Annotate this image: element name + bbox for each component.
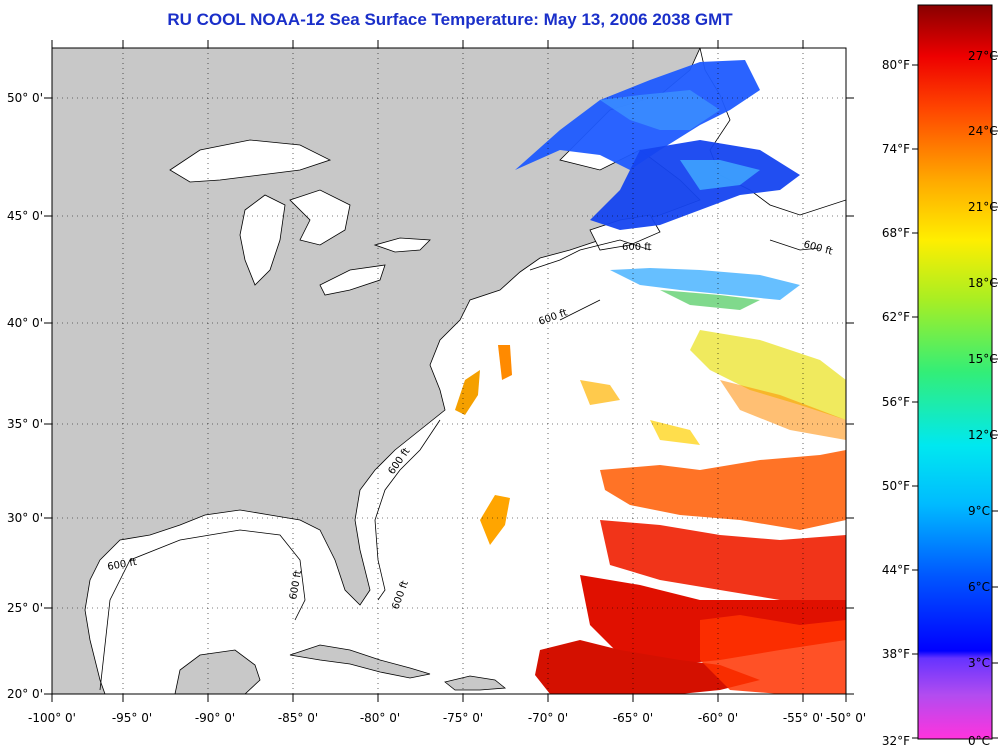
colorbar-c-label: 27°C — [968, 49, 998, 63]
lon-label: -85° 0' — [278, 711, 318, 725]
colorbar-ticks — [912, 55, 998, 739]
colorbar-c-label: 12°C — [968, 428, 998, 442]
lon-label: -75° 0' — [443, 711, 483, 725]
colorbar-f-label: 44°F — [882, 563, 910, 577]
lon-label: -50° 0' — [826, 711, 866, 725]
great-lakes — [169, 139, 431, 296]
lat-label: 40° 0' — [7, 316, 43, 330]
sst-mid-water — [455, 330, 846, 545]
colorbar-f-label: 68°F — [882, 226, 910, 240]
isobath-lines — [99, 239, 821, 691]
sst-warm-water — [535, 450, 846, 694]
isobath-label: 600 ft — [288, 569, 304, 600]
lon-label: -100° 0' — [28, 711, 76, 725]
sst-cold-water — [515, 60, 800, 310]
lat-label: 50° 0' — [7, 91, 43, 105]
colorbar-c-label: 9°C — [968, 504, 990, 518]
colorbar-f-label: 80°F — [882, 58, 910, 72]
colorbar-c-label: 21°C — [968, 200, 998, 214]
lon-label: -70° 0' — [528, 711, 568, 725]
lat-label: 20° 0' — [7, 687, 43, 701]
colorbar-c-label: 0°C — [968, 734, 990, 748]
land-hispaniola — [444, 675, 507, 691]
lon-label: -95° 0' — [112, 711, 152, 725]
lat-label: 25° 0' — [7, 601, 43, 615]
lon-label: -65° 0' — [613, 711, 653, 725]
isobath-label: 600 ft — [107, 557, 138, 573]
colorbar-f-label: 62°F — [882, 310, 910, 324]
axis-ticks — [44, 40, 854, 702]
colorbar-f-label: 32°F — [882, 734, 910, 748]
map-title: RU COOL NOAA-12 Sea Surface Temperature:… — [167, 10, 733, 29]
colorbar-c-label: 15°C — [968, 352, 998, 366]
lon-label: -55° 0' — [783, 711, 823, 725]
lon-label: -60° 0' — [698, 711, 738, 725]
colorbar-c-label: 24°C — [968, 124, 998, 138]
lat-label: 35° 0' — [7, 417, 43, 431]
lon-label: -90° 0' — [195, 711, 235, 725]
colorbar-f-label: 38°F — [882, 647, 910, 661]
colorbar — [917, 4, 993, 740]
lon-label: -80° 0' — [360, 711, 400, 725]
land-cuba — [289, 644, 431, 679]
colorbar-c-label: 3°C — [968, 656, 990, 670]
lat-label: 30° 0' — [7, 511, 43, 525]
land-yucatan — [174, 649, 261, 694]
colorbar-c-label: 18°C — [968, 276, 998, 290]
colorbar-f-label: 56°F — [882, 395, 910, 409]
colorbar-f-label: 74°F — [882, 142, 910, 156]
lat-label: 45° 0' — [7, 209, 43, 223]
map-frame — [51, 47, 847, 695]
colorbar-f-label: 50°F — [882, 479, 910, 493]
isobath-label: 600 ft — [622, 242, 652, 253]
colorbar-c-label: 6°C — [968, 580, 990, 594]
